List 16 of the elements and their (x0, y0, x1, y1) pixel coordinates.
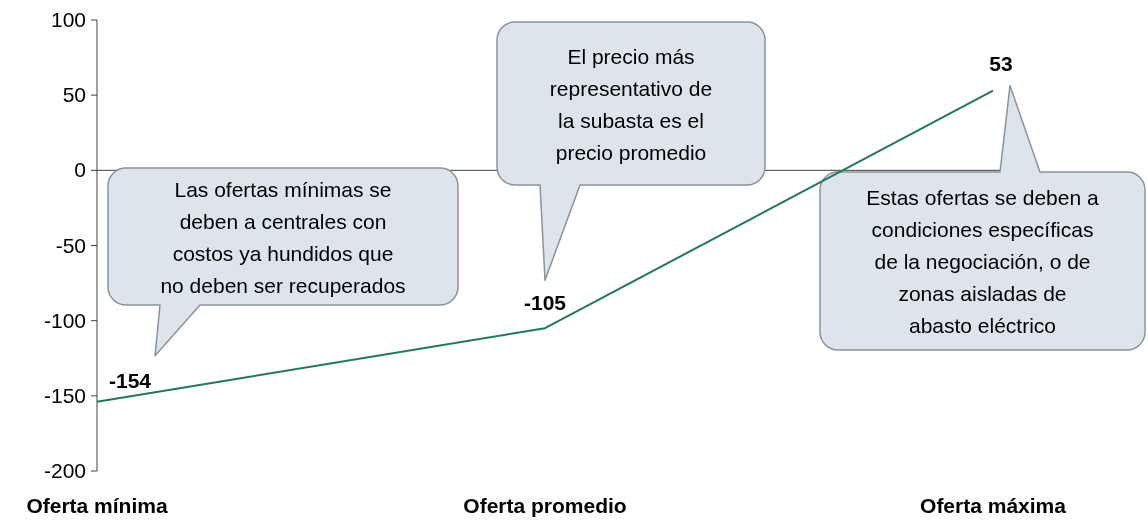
data-label: 53 (989, 51, 1013, 75)
y-tick-label: -200 (43, 459, 86, 482)
y-tick-label: 100 (50, 8, 86, 31)
x-tick-label: Oferta mínima (26, 494, 168, 517)
y-tick-label: -50 (55, 233, 86, 257)
y-tick-label: -150 (43, 383, 86, 407)
annotation: Las ofertas mínimas se deben a centrales con costos ya hundidos que no deben ser recuperados (160, 177, 406, 297)
x-tick-label: Oferta promedio (463, 494, 627, 517)
x-tick-label: Oferta máxima (920, 494, 1067, 517)
y-tick-label: 0 (74, 158, 86, 182)
y-tick-label: 50 (62, 83, 86, 107)
y-tick-label: -100 (43, 308, 86, 332)
data-label: -105 (523, 291, 567, 315)
annotation: Estas ofertas se deben a condiciones específicas de la negociación, o de zonas aisladas de abasto eléctrico (866, 186, 1099, 337)
data-label: -154 (109, 368, 152, 392)
annotation: El precio más representativo de la subasta es el precio promedio (549, 44, 713, 164)
